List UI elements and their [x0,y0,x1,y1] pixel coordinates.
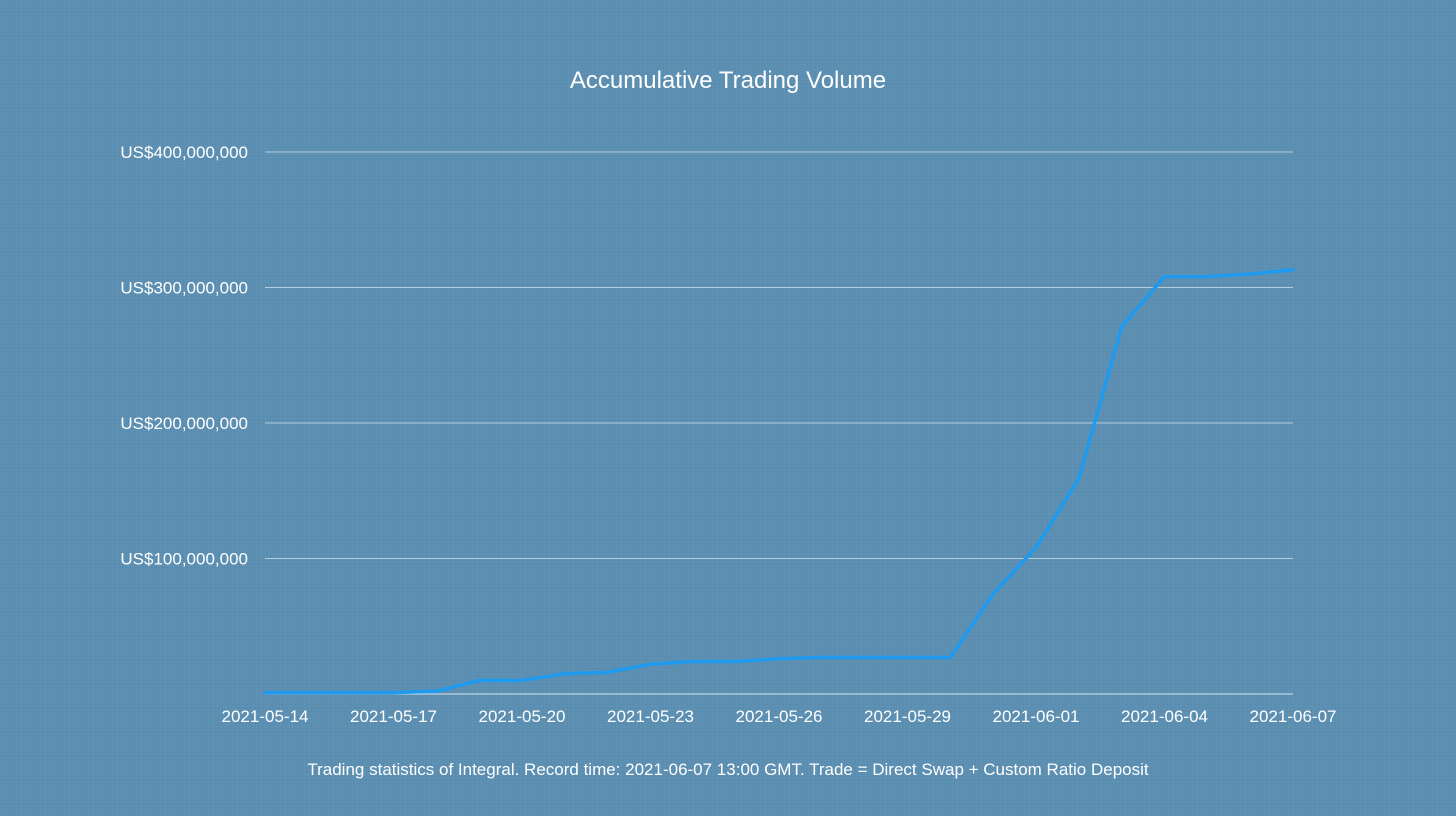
x-tick-label: 2021-05-23 [607,707,694,726]
x-tick-label: 2021-06-01 [993,707,1080,726]
x-tick-label: 2021-05-14 [222,707,309,726]
y-tick-label: US$100,000,000 [120,550,248,569]
series-line [263,268,1295,695]
chart-title: Accumulative Trading Volume [569,67,887,94]
y-tick-label: US$400,000,000 [120,143,248,162]
gridlines [265,151,1293,695]
x-tick-label: 2021-05-17 [350,707,437,726]
y-axis-labels: US$100,000,000 US$200,000,000 US$300,000,0… [120,143,248,569]
x-tick-label: 2021-06-04 [1121,707,1208,726]
x-tick-label: 2021-05-20 [479,707,566,726]
y-tick-label: US$200,000,000 [120,414,248,433]
y-tick-label: US$300,000,000 [120,279,248,298]
x-tick-label: 2021-05-29 [864,707,951,726]
chart-caption: Trading statistics of Integral. Record t… [307,760,1149,779]
x-tick-label: 2021-06-07 [1250,707,1337,726]
series-group [263,268,1295,695]
x-axis-labels: 2021-05-14 2021-05-17 2021-05-20 2021-05-23… [222,707,1337,726]
x-tick-label: 2021-05-26 [736,707,823,726]
